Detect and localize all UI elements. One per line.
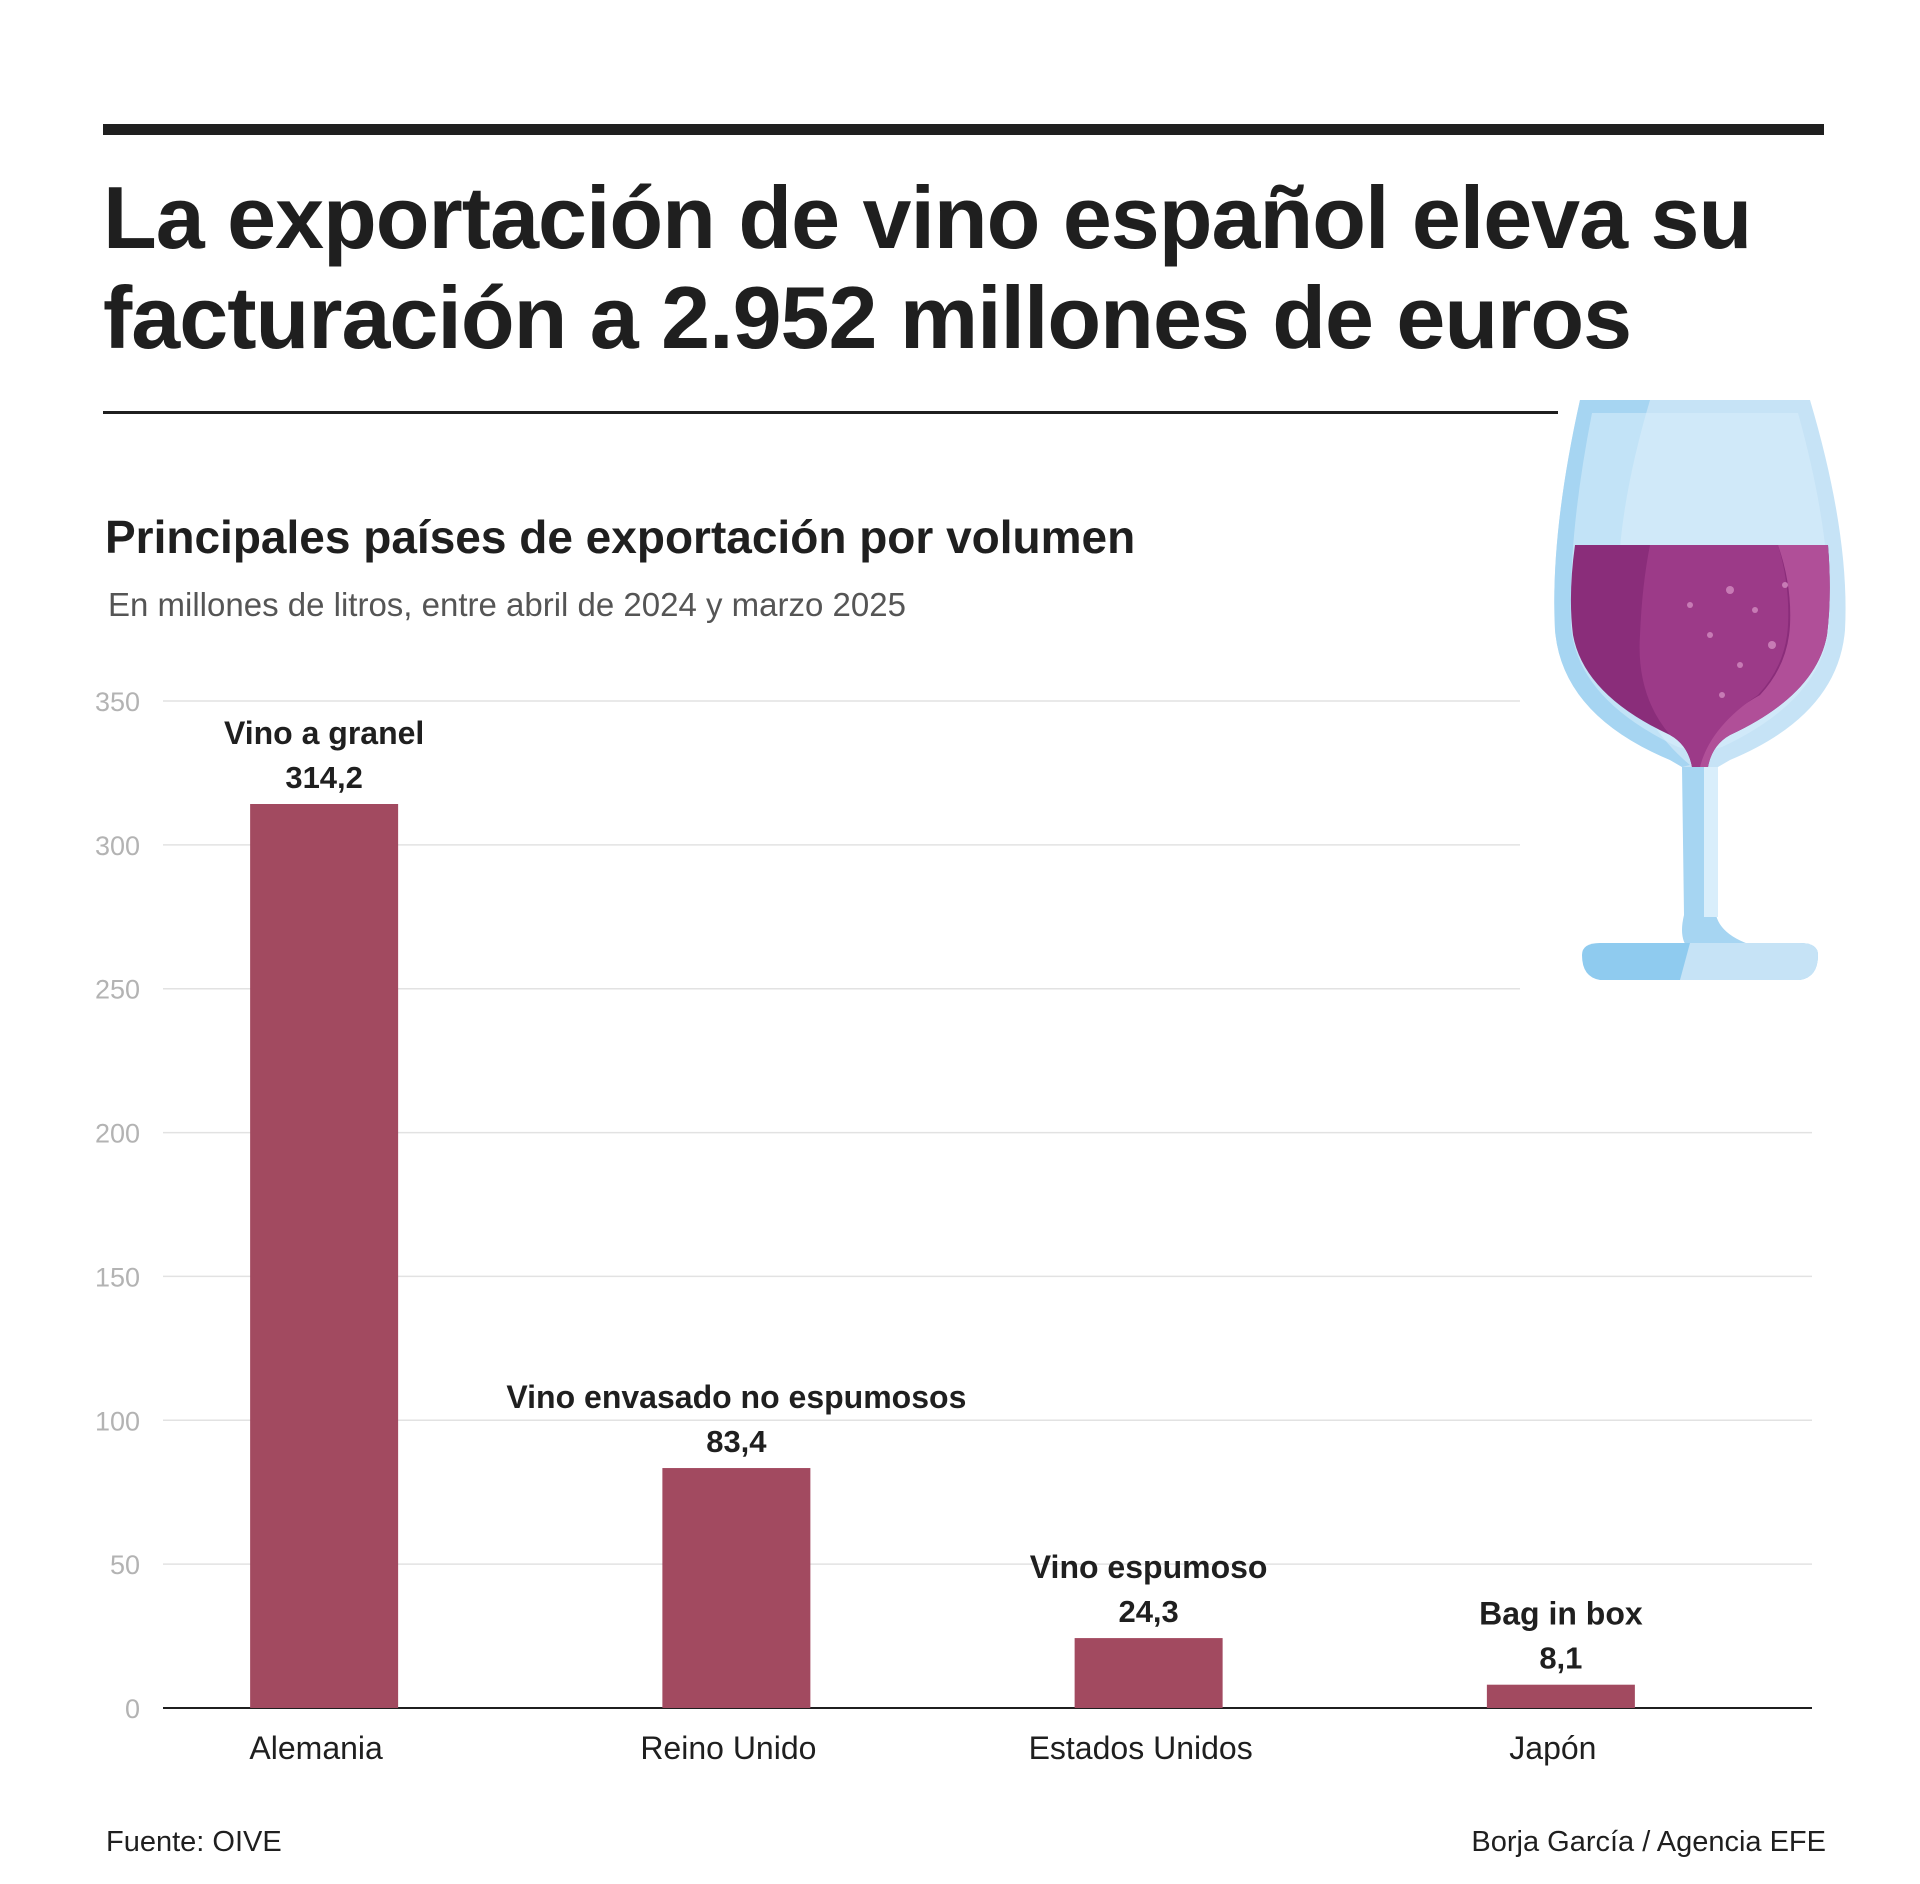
y-tick-label: 300 bbox=[95, 831, 140, 861]
bar-annotation: Vino espumoso bbox=[1030, 1549, 1268, 1585]
bar bbox=[1486, 1684, 1635, 1708]
footer-source: Fuente: OIVE bbox=[106, 1826, 282, 1858]
wine-glass-icon bbox=[1554, 400, 1846, 980]
headline-line-1: La exportación de vino español eleva su bbox=[103, 168, 1752, 267]
x-category-label: Alemania bbox=[249, 1730, 383, 1766]
y-tick-label: 50 bbox=[110, 1550, 140, 1580]
bar bbox=[250, 804, 399, 1708]
bar bbox=[1074, 1638, 1223, 1708]
chart-subtitle: En millones de litros, entre abril de 20… bbox=[108, 586, 906, 623]
bar-value-label: 8,1 bbox=[1539, 1641, 1582, 1676]
top-rule bbox=[103, 124, 1824, 135]
footer-credit: Borja García / Agencia EFE bbox=[1471, 1826, 1826, 1858]
y-tick-label: 100 bbox=[95, 1406, 140, 1436]
y-tick-label: 150 bbox=[95, 1262, 140, 1292]
x-category-label: Estados Unidos bbox=[1029, 1730, 1253, 1766]
bar-value-label: 83,4 bbox=[706, 1424, 767, 1459]
y-tick-label: 0 bbox=[125, 1694, 140, 1724]
chart-title: Principales países de exportación por vo… bbox=[105, 511, 1136, 563]
headline: La exportación de vino español eleva su … bbox=[103, 168, 1803, 368]
bar bbox=[662, 1468, 811, 1708]
x-category-label: Reino Unido bbox=[640, 1730, 816, 1766]
bar-value-label: 24,3 bbox=[1118, 1594, 1178, 1629]
bar-annotation: Bag in box bbox=[1479, 1596, 1643, 1632]
bar-annotation: Vino envasado no espumosos bbox=[506, 1379, 966, 1415]
headline-line-2: facturación a 2.952 millones de euros bbox=[103, 268, 1632, 367]
bar-annotation: Vino a granel bbox=[224, 715, 424, 751]
y-tick-label: 350 bbox=[95, 687, 140, 717]
bar-value-label: 314,2 bbox=[285, 760, 363, 795]
y-tick-label: 200 bbox=[95, 1119, 140, 1149]
x-category-label: Japón bbox=[1509, 1730, 1596, 1766]
y-tick-label: 250 bbox=[95, 975, 140, 1005]
divider-rule bbox=[103, 411, 1558, 414]
